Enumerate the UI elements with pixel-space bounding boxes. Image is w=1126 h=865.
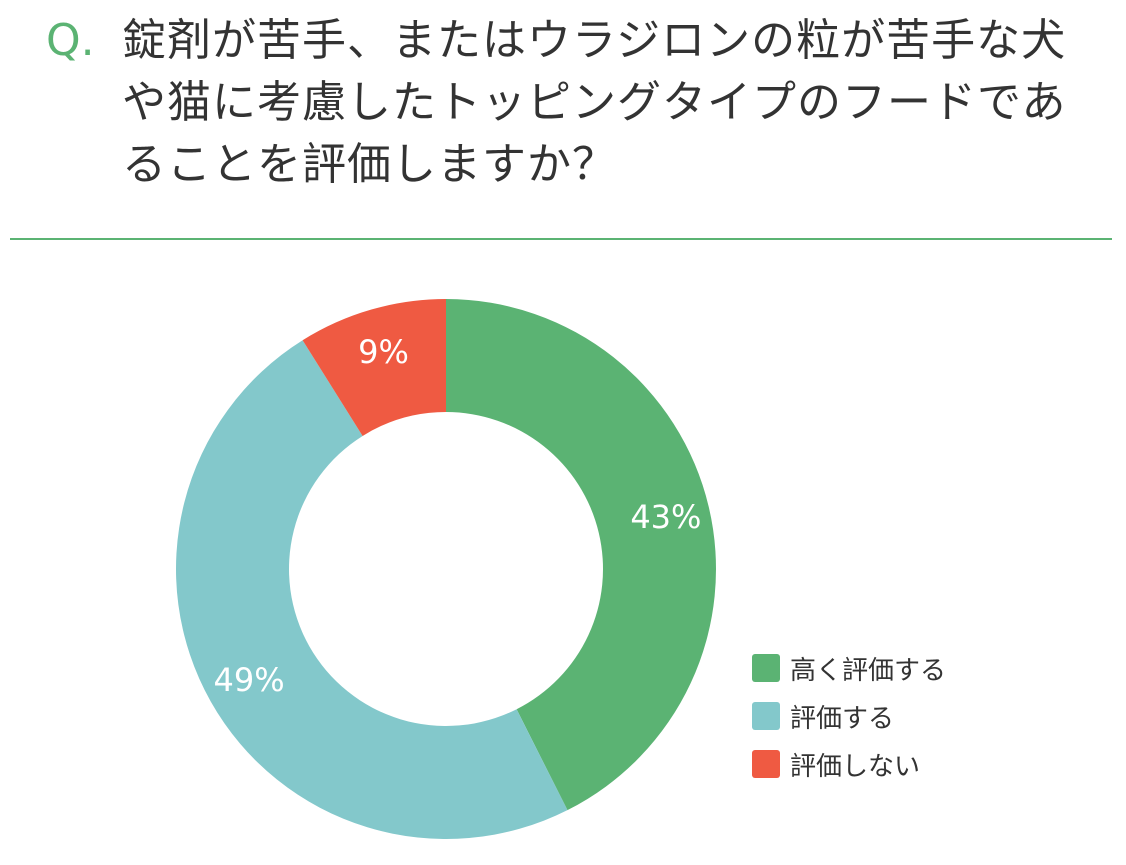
donut-slice-3 xyxy=(302,299,446,436)
legend-label-2: 評価する xyxy=(790,703,895,734)
question-mark: Q. xyxy=(46,15,95,66)
donut-slice-2 xyxy=(176,340,568,839)
legend-swatch-2 xyxy=(752,702,780,730)
legend-swatch-1 xyxy=(752,654,780,682)
legend: 高く評価する 評価する評価しない xyxy=(752,644,946,788)
donut-slice-label-1: 43% xyxy=(630,498,701,536)
donut-slice-label-2: 49% xyxy=(214,661,285,699)
question-text: 錠剤が苦手、またはウラジロンの粒が苦手な犬や猫に考慮したトッピングタイプのフード… xyxy=(122,15,1067,190)
question: Q. 錠剤が苦手、またはウラジロンの粒が苦手な犬や猫に考慮したトッピングタイプの… xyxy=(46,10,1106,196)
legend-label-1: 高く評価する xyxy=(790,655,947,686)
legend-item-2: 評価する xyxy=(752,692,946,740)
donut-slice-1 xyxy=(446,299,716,811)
legend-item-1: 高く評価する xyxy=(752,644,946,692)
divider xyxy=(10,238,1112,240)
donut-slice-label-3: 9% xyxy=(358,333,409,371)
legend-swatch-3 xyxy=(752,750,780,778)
legend-label-3: 評価しない xyxy=(790,751,921,782)
legend-item-3: 評価しない xyxy=(752,740,946,788)
